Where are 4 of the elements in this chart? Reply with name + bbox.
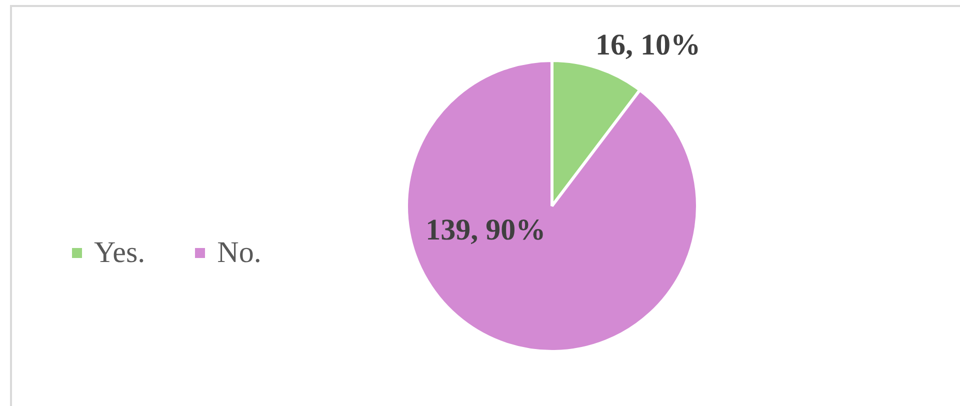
legend-label: No. <box>217 236 262 269</box>
legend-label: Yes. <box>94 236 146 269</box>
data-label: 16, 10% <box>596 28 701 62</box>
data-label: 139, 90% <box>426 214 546 247</box>
